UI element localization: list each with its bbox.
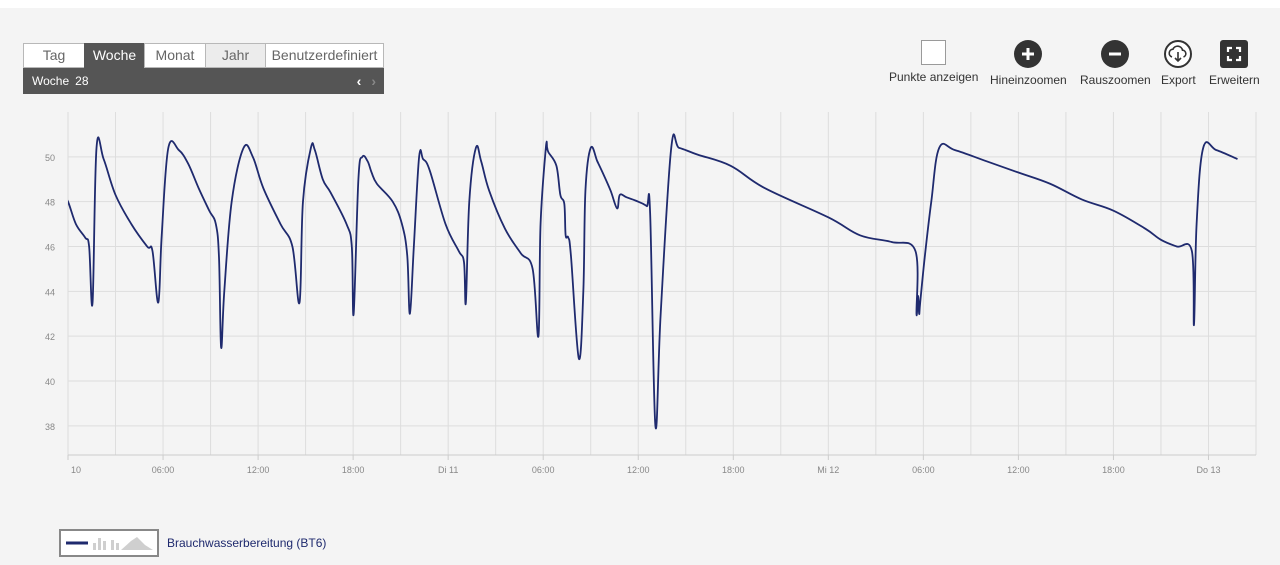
show-points-toggle[interactable]: Punkte anzeigen: [889, 40, 978, 84]
legend-series-label[interactable]: Brauchwasserbereitung (BT6): [167, 536, 327, 550]
legend: Brauchwasserbereitung (BT6): [59, 529, 326, 557]
tab-benutzerdefiniert[interactable]: Benutzerdefiniert: [265, 43, 384, 68]
tab-woche[interactable]: Woche: [84, 43, 144, 68]
period-tabs: Tag Woche Monat Jahr Benutzerdefiniert: [23, 43, 384, 68]
zoom-out-icon: [1101, 40, 1130, 68]
legend-bar-icon: [93, 538, 119, 550]
x-tick-label: 18:00: [1102, 465, 1125, 475]
week-number: 28: [75, 74, 89, 88]
zoom-in-button[interactable]: Hineinzoomen: [990, 40, 1067, 87]
export-button[interactable]: Export: [1161, 40, 1196, 87]
y-tick-label: 38: [45, 422, 55, 432]
y-tick-label: 44: [45, 287, 55, 297]
chevron-left-icon[interactable]: ‹: [356, 73, 362, 89]
y-tick-label: 42: [45, 332, 55, 342]
show-points-label: Punkte anzeigen: [889, 70, 979, 84]
cloud-download-icon: [1164, 40, 1193, 68]
zoom-out-label: Rauszoomen: [1080, 73, 1151, 87]
zoom-in-label: Hineinzoomen: [990, 73, 1067, 87]
tab-jahr[interactable]: Jahr: [205, 43, 265, 68]
x-tick-label: 06:00: [912, 465, 935, 475]
x-tick-label: Mi 12: [817, 465, 839, 475]
week-label: Woche 28: [32, 74, 89, 88]
week-bar: Woche 28 ‹ ›: [23, 68, 384, 94]
expand-label: Erweitern: [1209, 73, 1260, 87]
zoom-out-button[interactable]: Rauszoomen: [1080, 40, 1151, 87]
y-tick-label: 46: [45, 243, 55, 253]
x-tick-label: 12:00: [1007, 465, 1030, 475]
tab-monat[interactable]: Monat: [144, 43, 205, 68]
expand-button[interactable]: Erweitern: [1209, 40, 1260, 87]
legend-area-icon: [121, 537, 153, 550]
x-tick-label: Do 13: [1196, 465, 1220, 475]
y-tick-label: 40: [45, 377, 55, 387]
week-navigation: ‹ ›: [357, 73, 376, 89]
export-label: Export: [1161, 73, 1196, 87]
line-chart: 38 40 42 44 46 48 50 10 06:00 12:00 18:00 Di 11 06:0…: [45, 112, 1257, 475]
chevron-right-icon[interactable]: ›: [371, 73, 376, 89]
y-tick-label: 48: [45, 198, 55, 208]
x-tick-label: 12:00: [247, 465, 270, 475]
x-tick-label: 18:00: [342, 465, 365, 475]
x-tick-label: 12:00: [627, 465, 650, 475]
x-tick-label: Di 11: [438, 465, 458, 475]
x-tick-label: 06:00: [532, 465, 555, 475]
x-tick-label: 18:00: [722, 465, 745, 475]
y-tick-label: 50: [45, 153, 55, 163]
chart-panel: [0, 8, 1280, 565]
series-line-0: [68, 133, 1238, 430]
legend-line-icon: [66, 541, 88, 545]
week-label-text: Woche: [32, 74, 70, 88]
legend-chart-type-toggle[interactable]: [59, 529, 159, 557]
period-selector: Tag Woche Monat Jahr Benutzerdefiniert W…: [23, 43, 384, 94]
show-points-checkbox[interactable]: [921, 40, 947, 65]
expand-icon: [1220, 40, 1249, 68]
x-tick-label: 10: [71, 465, 81, 475]
tab-tag[interactable]: Tag: [23, 43, 84, 68]
zoom-in-icon: [1014, 40, 1043, 68]
x-tick-label: 06:00: [152, 465, 175, 475]
